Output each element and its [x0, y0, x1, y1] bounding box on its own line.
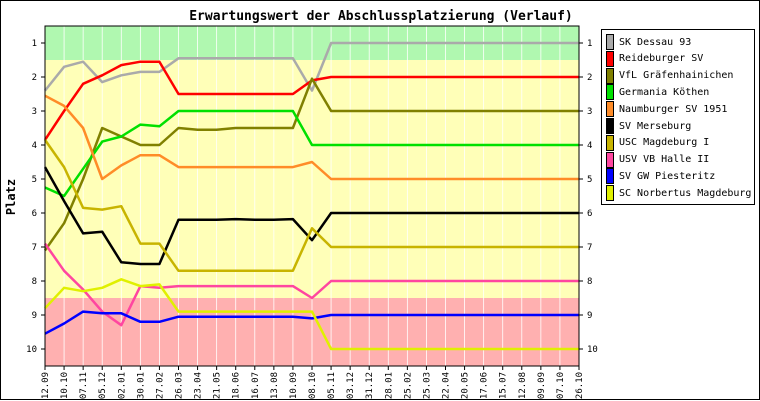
- x-tick-label: 25.02: [403, 372, 413, 399]
- x-tick-label: 10.09: [289, 372, 299, 399]
- x-tick-label: 16.07: [251, 372, 261, 399]
- legend-swatch: [606, 67, 614, 84]
- x-tick-label: 09.09: [537, 372, 547, 399]
- legend-item: USV VB Halle II: [606, 151, 710, 168]
- y-tick-label: 6: [32, 209, 37, 219]
- y-tick-label: 5: [32, 175, 37, 185]
- legend-label: VfL Gräfenhainichen: [619, 70, 734, 82]
- x-tick-label: 21.05: [213, 372, 223, 399]
- x-tick-label: 15.07: [499, 372, 509, 399]
- legend-swatch: [606, 151, 614, 168]
- series-line-5: [43, 166, 579, 266]
- x-tick-label: 20.05: [461, 372, 471, 399]
- y-tick-label: 10: [26, 345, 37, 355]
- y-tick-label: 1: [32, 39, 37, 49]
- y-tick-label-right: 3: [587, 107, 592, 117]
- x-tick-label: 08.10: [308, 372, 318, 399]
- series-line-9: [44, 278, 579, 351]
- x-tick-label: 22.04: [442, 372, 452, 399]
- y-tick-label: 7: [32, 243, 37, 253]
- x-tick-label: 05.12: [98, 372, 108, 399]
- series-line-3: [44, 109, 579, 198]
- chart-title: Erwartungswert der Abschlussplatzierung …: [189, 9, 573, 24]
- legend-label: SC Norbertus Magdeburg: [619, 187, 752, 199]
- x-tick-label: 12.09: [41, 372, 51, 399]
- y-tick-label: 8: [32, 277, 37, 287]
- y-tick-label-right: 4: [587, 141, 592, 151]
- y-tick-label: 3: [32, 107, 37, 117]
- y-tick-label-right: 7: [587, 243, 592, 253]
- series-line-0: [44, 41, 579, 92]
- legend-item: SV Merseburg: [606, 118, 691, 134]
- legend-swatch: [606, 168, 614, 185]
- x-tick-label: 28.01: [384, 372, 394, 399]
- legend-label: SK Dessau 93: [619, 36, 692, 48]
- legend-swatch: [606, 84, 614, 101]
- legend-label: SV Merseburg: [619, 120, 692, 132]
- legend-label: SV GW Piesteritz: [619, 170, 716, 182]
- legend-label: Reideburger SV: [619, 53, 704, 65]
- x-tick-label: 02.01: [117, 372, 127, 399]
- x-tick-label: 23.04: [194, 372, 204, 399]
- x-tick-label: 31.12: [365, 372, 375, 399]
- y-tick-label-right: 8: [587, 277, 592, 287]
- y-tick-label: 9: [32, 311, 37, 321]
- legend-label: USV VB Halle II: [619, 154, 710, 166]
- y-tick-label-right: 10: [587, 345, 598, 355]
- legend-label: Germania Köthen: [619, 86, 710, 98]
- legend-item: Germania Köthen: [606, 84, 710, 101]
- series-line-8: [44, 310, 579, 335]
- legend-swatch: [606, 134, 614, 151]
- x-tick-label: 26.10: [575, 372, 585, 399]
- x-tick-label: 17.06: [480, 372, 490, 399]
- legend-item: USC Magdeburg I: [606, 134, 710, 151]
- series-line-6: [43, 139, 579, 273]
- y-tick-label-right: 6: [587, 209, 592, 219]
- y-axis-label: Platz: [4, 179, 18, 215]
- legend-item: Reideburger SV: [606, 50, 704, 67]
- legend-swatch: [606, 50, 614, 67]
- y-tick-label-right: 1: [587, 39, 592, 49]
- x-tick-label: 10.10: [60, 372, 70, 399]
- x-tick-label: 26.03: [175, 372, 185, 399]
- legend-label: Naumburger SV 1951: [619, 103, 728, 115]
- x-tick-label: 07.11: [79, 372, 89, 399]
- x-tick-label: 05.11: [327, 372, 337, 399]
- y-tick-label: 2: [32, 73, 37, 83]
- x-tick-label: 30.01: [136, 372, 146, 399]
- legend-item: SV GW Piesteritz: [606, 168, 716, 185]
- legend-item: VfL Gräfenhainichen: [606, 67, 734, 84]
- legend-item: SC Norbertus Magdeburg: [606, 185, 752, 202]
- x-tick-label: 12.08: [518, 372, 528, 399]
- legend-swatch: [606, 185, 614, 202]
- y-tick-label-right: 5: [587, 175, 592, 185]
- legend-swatch: [606, 118, 614, 134]
- legend: SK Dessau 93 Reideburger SV VfL Gräfenhain…: [601, 29, 755, 205]
- legend-swatch: [606, 101, 614, 118]
- y-tick-label-right: 2: [587, 73, 592, 83]
- series-line-7: [43, 242, 579, 327]
- series-line-2: [43, 77, 579, 252]
- legend-label: USC Magdeburg I: [619, 137, 710, 149]
- legend-swatch: [606, 34, 614, 50]
- y-tick-label: 4: [32, 141, 37, 151]
- series-line-4: [44, 94, 579, 181]
- x-tick-label: 18.06: [232, 372, 242, 399]
- x-tick-label: 27.02: [155, 372, 165, 399]
- x-tick-label: 13.08: [270, 372, 280, 399]
- x-tick-label: 25.03: [422, 372, 432, 399]
- legend-item: SK Dessau 93: [606, 34, 691, 50]
- y-tick-label-right: 9: [587, 311, 592, 321]
- x-tick-label: 07.10: [556, 372, 566, 399]
- x-tick-label: 03.12: [346, 372, 356, 399]
- legend-item: Naumburger SV 1951: [606, 101, 728, 118]
